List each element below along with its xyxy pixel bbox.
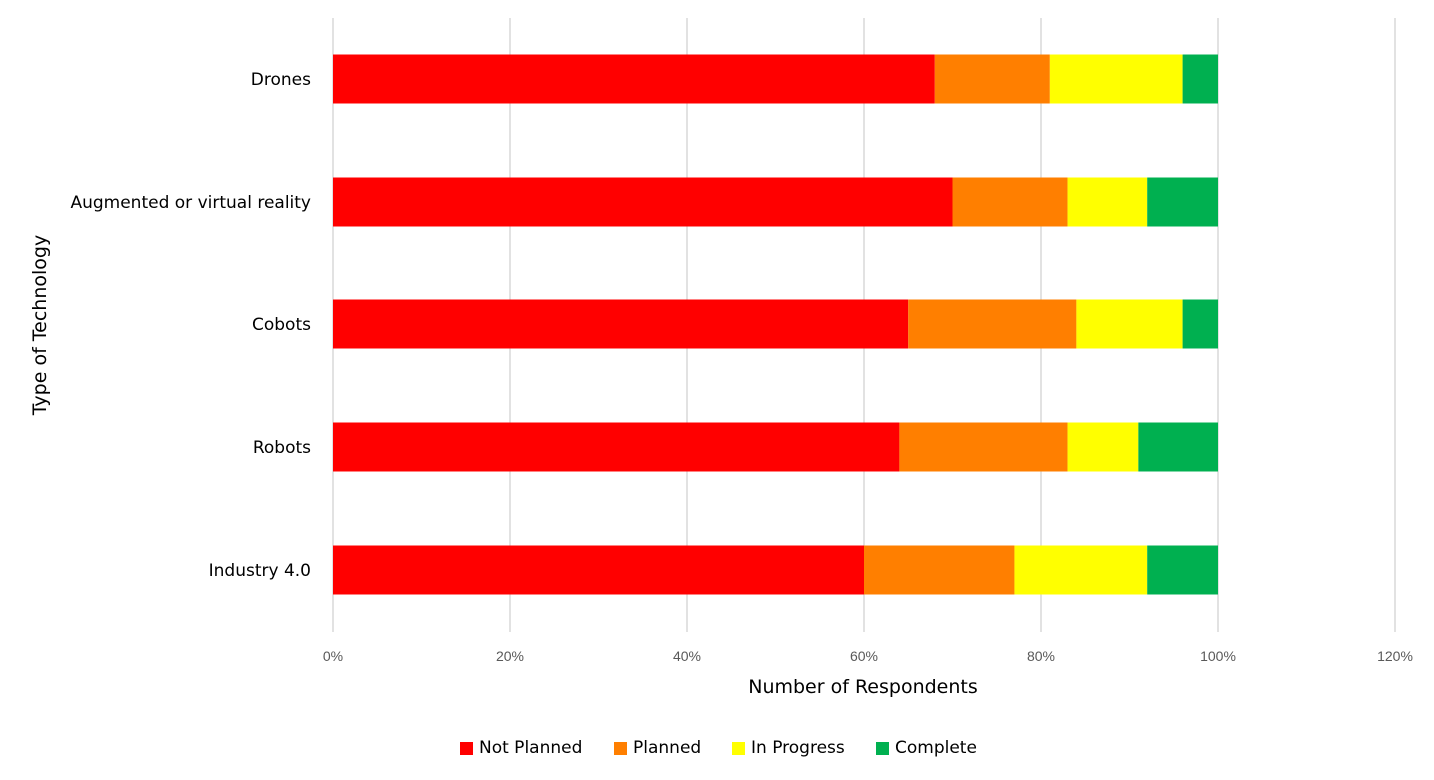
y-category-label: Industry 4.0 [209,561,311,581]
x-axis-ticks: 0% 20% 40% 60% 80% 100% 120% [323,648,1413,664]
legend-label: Complete [895,738,977,758]
x-tick-label: 100% [1200,648,1236,664]
bars [333,54,1218,595]
y-category-label: Robots [253,438,311,458]
bar-segment [908,299,1077,349]
bar-segment [333,177,953,227]
y-axis-categories: Drones Augmented or virtual reality Cobots… [70,70,311,581]
bar-segment [864,545,1015,595]
legend-swatch [732,742,745,755]
legend-item: In Progress [732,738,845,758]
legend-item: Not Planned [460,738,582,758]
bar-segment [1182,299,1218,349]
bar-segment [1138,422,1218,472]
y-category-label: Cobots [252,315,311,335]
legend: Not Planned Planned In Progress Complete [460,738,977,758]
x-tick-label: 120% [1377,648,1413,664]
x-tick-label: 60% [850,648,878,664]
legend-swatch [614,742,627,755]
x-axis-title: Number of Respondents [748,676,978,698]
legend-item: Complete [876,738,977,758]
legend-label: Not Planned [479,738,582,758]
bar-segment [1076,299,1183,349]
y-category-label: Drones [251,70,311,90]
x-tick-label: 20% [496,648,524,664]
bar-segment [1147,177,1218,227]
bar-segment [1182,54,1218,104]
legend-item: Planned [614,738,701,758]
bar-segment [333,54,935,104]
x-tick-label: 40% [673,648,701,664]
bar-segment [1067,422,1139,472]
legend-swatch [876,742,889,755]
x-tick-label: 80% [1027,648,1055,664]
bar-segment [1147,545,1218,595]
bar-segment [1014,545,1148,595]
bar-segment [1067,177,1148,227]
bar-segment [333,545,864,595]
bar-segment [934,54,1050,104]
bar-segment [1049,54,1183,104]
legend-label: In Progress [751,738,845,758]
x-tick-label: 0% [323,648,343,664]
bar-segment [899,422,1068,472]
bar-segment [333,299,909,349]
bar-segment [952,177,1068,227]
legend-label: Planned [633,738,701,758]
legend-swatch [460,742,473,755]
y-category-label: Augmented or virtual reality [70,193,311,213]
bar-segment [333,422,900,472]
y-axis-title: Type of Technology [29,235,51,416]
